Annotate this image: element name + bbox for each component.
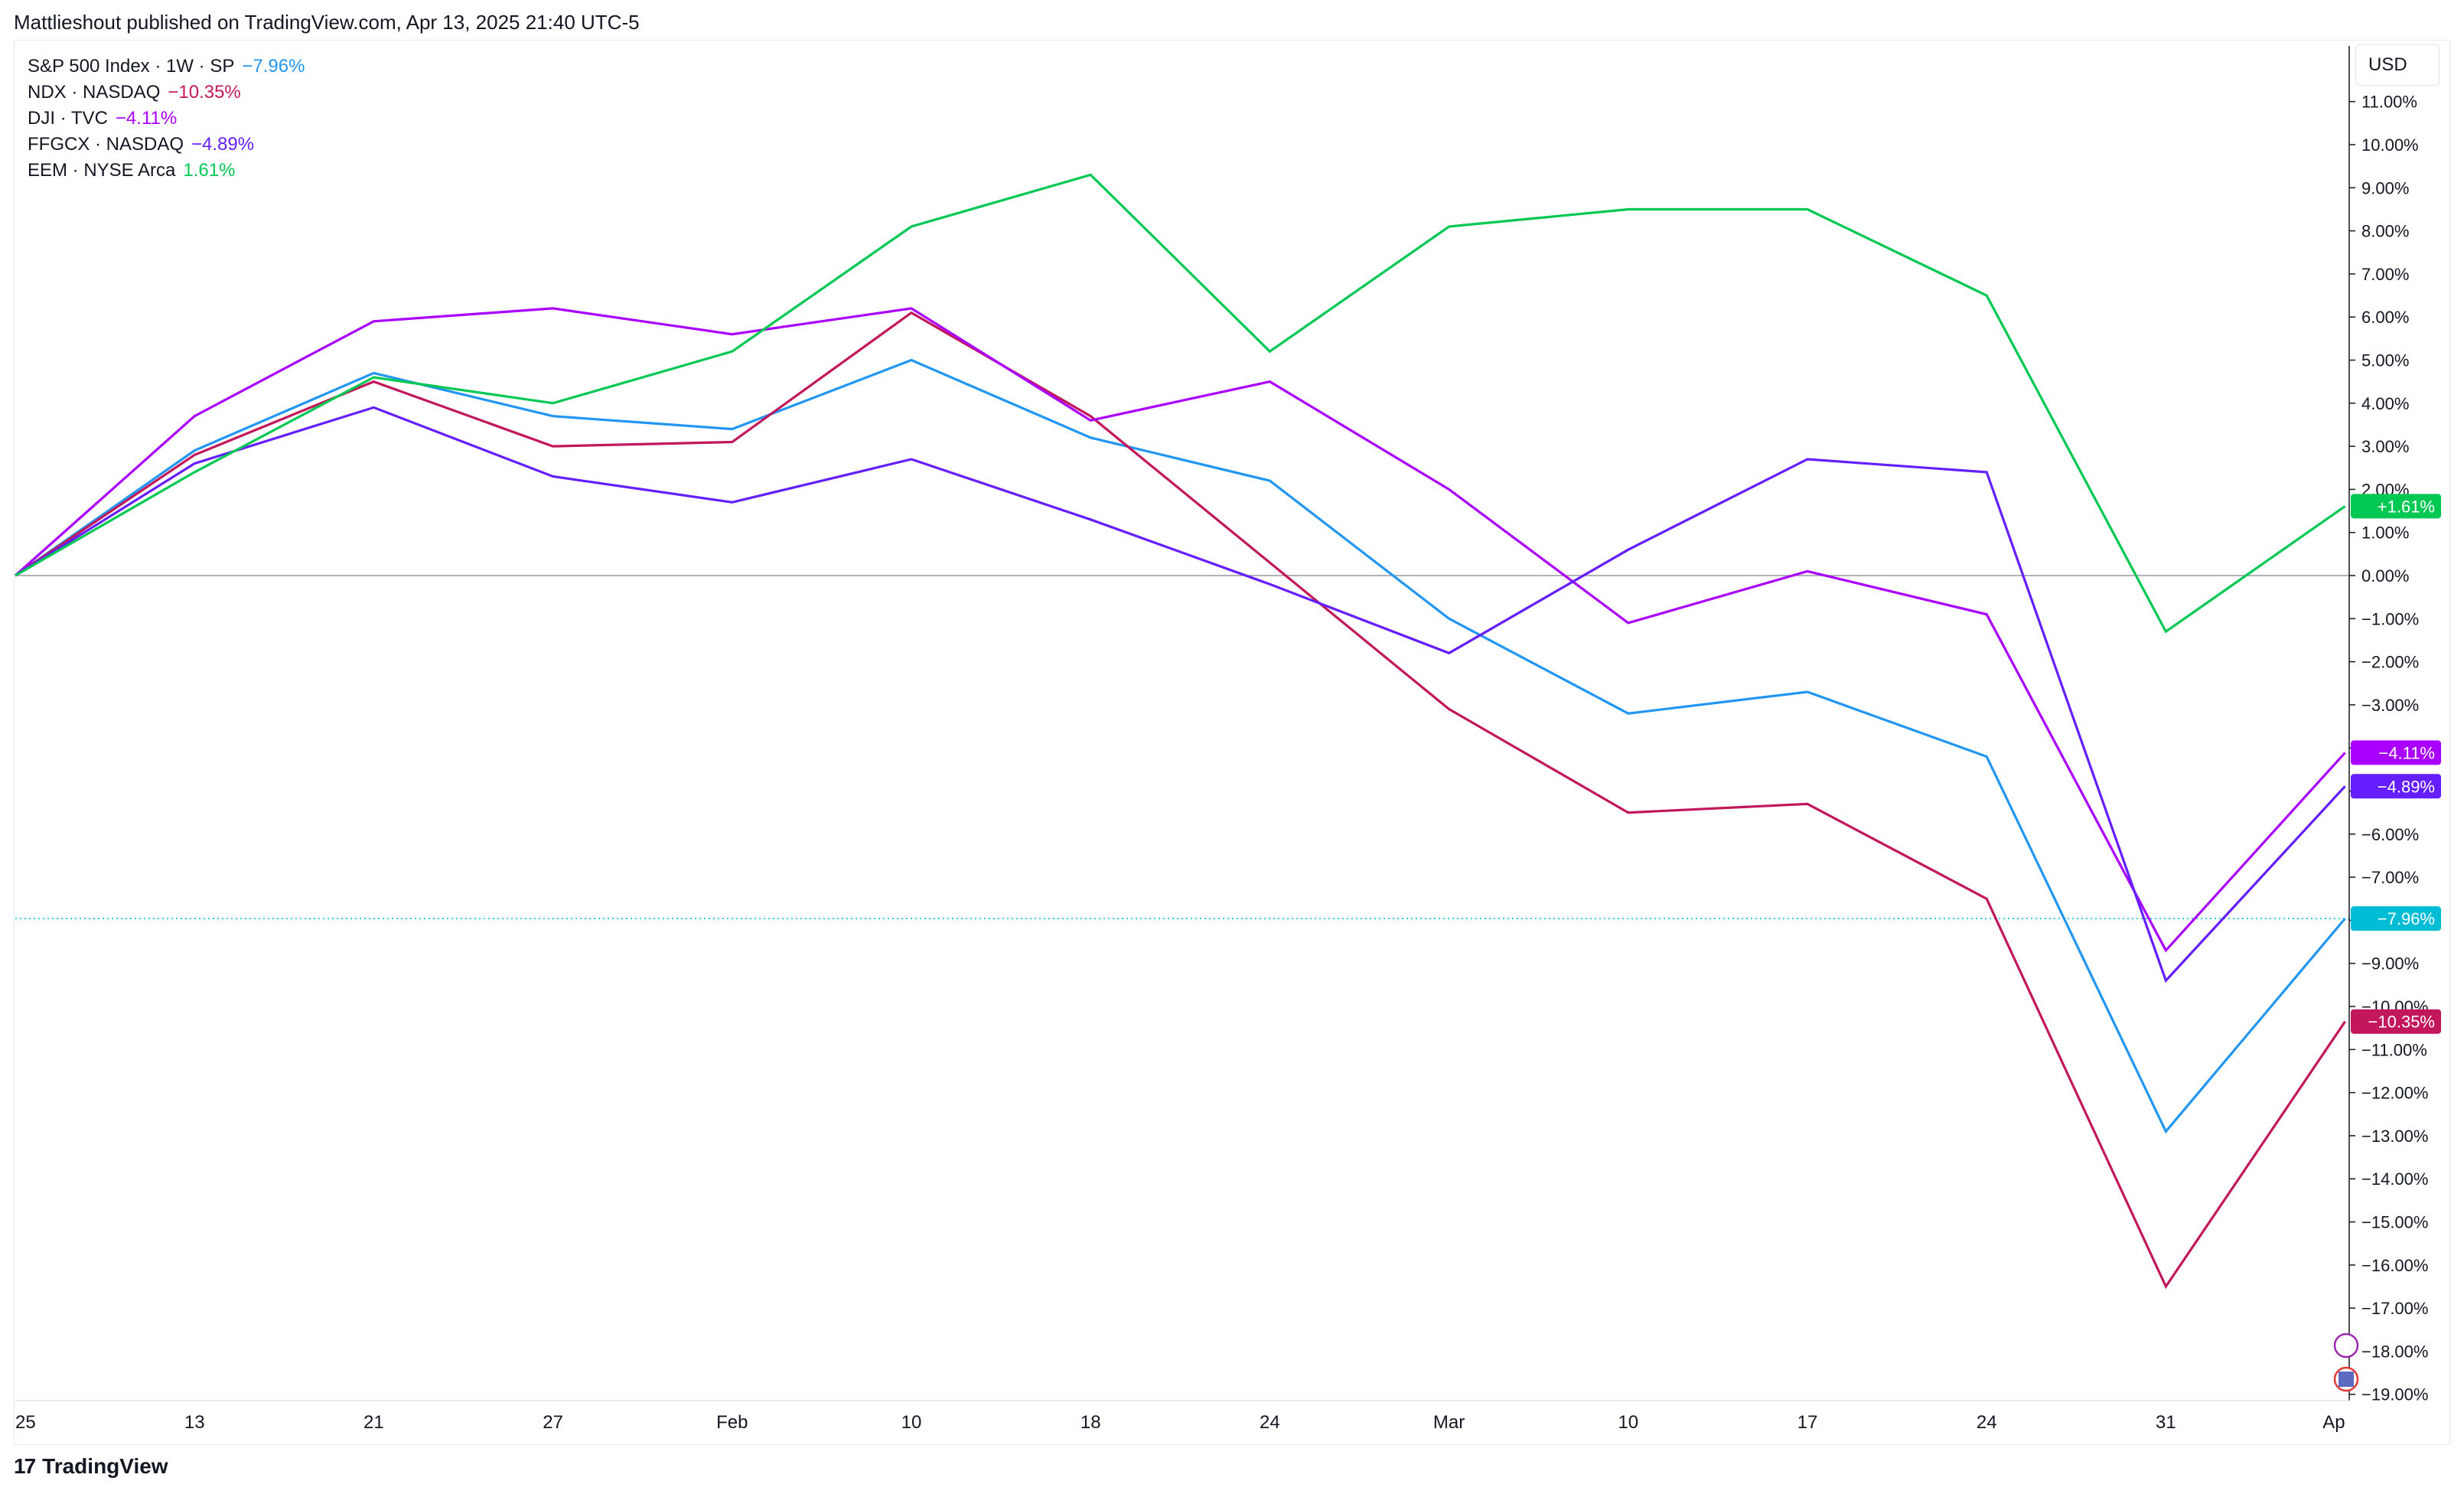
x-tick-label: Mar bbox=[1433, 1412, 1465, 1433]
y-tick-label: −13.00% bbox=[2361, 1127, 2428, 1146]
price-badge-bg bbox=[2351, 494, 2441, 519]
x-tick-label: 13 bbox=[184, 1412, 205, 1433]
legend-entry-sp500[interactable]: S&P 500 Index · 1W · SP −7.96% bbox=[28, 54, 305, 80]
price-badge-label: −7.96% bbox=[2378, 909, 2435, 928]
price-badge-dji: −4.11% bbox=[2351, 740, 2441, 765]
x-tick-label: 24 bbox=[1260, 1412, 1280, 1433]
x-tick-label: 27 bbox=[543, 1412, 563, 1433]
x-tick-label: 25 bbox=[15, 1412, 36, 1433]
legend-symbol-label: EEM · NYSE Arca bbox=[28, 160, 176, 181]
y-tick-label: 8.00% bbox=[2361, 222, 2409, 241]
y-tick-label: −12.00% bbox=[2361, 1084, 2428, 1103]
legend-symbol-label: DJI · TVC bbox=[28, 108, 108, 129]
price-badge-bg bbox=[2351, 740, 2441, 765]
y-tick-label: −3.00% bbox=[2361, 696, 2419, 715]
price-badge-eem: +1.61% bbox=[2351, 494, 2441, 519]
y-tick-label: 4.00% bbox=[2361, 394, 2409, 413]
y-tick-label: −2.00% bbox=[2361, 653, 2419, 672]
price-badge-bg bbox=[2351, 1009, 2441, 1034]
y-tick-label: 3.00% bbox=[2361, 437, 2409, 456]
x-tick-label: 10 bbox=[901, 1412, 922, 1433]
price-badge-bg bbox=[2351, 906, 2441, 931]
y-tick-label: 9.00% bbox=[2361, 178, 2409, 197]
y-tick-label: −9.00% bbox=[2361, 954, 2419, 974]
legend-symbol-label: NDX · NASDAQ bbox=[28, 82, 161, 103]
x-tick-label: 10 bbox=[1618, 1412, 1638, 1433]
currency-selector[interactable]: USD bbox=[2355, 44, 2440, 86]
series-line-ffgcx bbox=[15, 406, 2346, 983]
chart-frame bbox=[14, 40, 2450, 1445]
y-tick-label: −11.00% bbox=[2361, 1040, 2427, 1059]
price-badge-label: −4.11% bbox=[2378, 743, 2435, 762]
series-line-sp500 bbox=[15, 358, 2346, 1134]
y-tick-label: −15.00% bbox=[2361, 1213, 2428, 1232]
y-tick-label: 0.00% bbox=[2361, 566, 2409, 586]
y-tick-label: −6.00% bbox=[2361, 825, 2419, 844]
legend-entry-ndx[interactable]: NDX · NASDAQ −10.35% bbox=[28, 80, 305, 106]
legend-entry-dji[interactable]: DJI · TVC −4.11% bbox=[28, 106, 305, 132]
tradingview-logo: 17 TradingView bbox=[14, 1454, 168, 1479]
legend-change-value: −7.96% bbox=[242, 56, 305, 77]
legend-symbol-label: S&P 500 Index · 1W · SP bbox=[28, 56, 235, 77]
y-tick-label: −14.00% bbox=[2361, 1169, 2428, 1189]
legend-entry-eem[interactable]: EEM · NYSE Arca 1.61% bbox=[28, 158, 305, 184]
series-line-ndx bbox=[15, 311, 2346, 1290]
y-tick-label: −7.00% bbox=[2361, 868, 2419, 887]
x-tick-label: 17 bbox=[1797, 1412, 1818, 1433]
price-badge-ndx: −10.35% bbox=[2351, 1009, 2441, 1034]
x-tick-label: 21 bbox=[363, 1412, 384, 1433]
price-badge-label: −10.35% bbox=[2368, 1013, 2435, 1032]
y-tick-label: 11.00% bbox=[2361, 93, 2417, 112]
y-tick-label: 5.00% bbox=[2361, 351, 2409, 370]
legend-change-value: −10.35% bbox=[168, 82, 241, 103]
y-tick-label: 7.00% bbox=[2361, 265, 2409, 284]
legend-symbol-label: FFGCX · NASDAQ bbox=[28, 134, 184, 155]
legend-change-value: −4.11% bbox=[115, 108, 178, 129]
publish-header: Mattlieshout published on TradingView.co… bbox=[14, 11, 640, 34]
tradingview-logo-icon: 17 bbox=[14, 1454, 36, 1478]
legend-change-value: 1.61% bbox=[183, 160, 236, 181]
y-tick-label: −17.00% bbox=[2361, 1299, 2428, 1318]
tradingview-logo-text: TradingView bbox=[42, 1454, 168, 1478]
price-badge-ffgcx: −4.89% bbox=[2351, 774, 2441, 799]
x-tick-label: 31 bbox=[2156, 1412, 2176, 1433]
series-line-dji bbox=[14, 307, 2346, 953]
price-badge-label: +1.61% bbox=[2378, 497, 2435, 516]
y-tick-label: −1.00% bbox=[2361, 609, 2419, 628]
price-badge-label: −4.89% bbox=[2378, 777, 2435, 796]
price-badges: −7.96% −10.35% −4.11% −4.89% +1.61% bbox=[2333, 494, 2441, 1392]
x-tick-label: 18 bbox=[1080, 1412, 1101, 1433]
price-badge-sp500: −7.96% bbox=[2351, 906, 2441, 931]
y-tick-label: −16.00% bbox=[2361, 1256, 2428, 1275]
x-tick-label: 24 bbox=[1977, 1412, 1997, 1433]
earnings-event-icon bbox=[2333, 1333, 2359, 1359]
y-tick-label: 1.00% bbox=[2361, 524, 2409, 543]
time-axis: 25 13 21 27 Feb 10 18 24 Mar 10 17 24 31 Ap bbox=[15, 1400, 2349, 1433]
y-tick-label: 10.00% bbox=[2361, 135, 2419, 155]
grid-layer bbox=[15, 575, 2349, 919]
legend-change-value: −4.89% bbox=[191, 134, 255, 155]
legend-entry-ffgcx[interactable]: FFGCX · NASDAQ −4.89% bbox=[28, 132, 305, 158]
x-tick-label: Ap bbox=[2322, 1412, 2345, 1433]
price-axis: 11.00% 10.00% 9.00% 8.00% 7.00% 6.00% 5.00% 4.0… bbox=[2348, 46, 2428, 1404]
series-line-eem bbox=[15, 173, 2346, 634]
economic-event-flag bbox=[2339, 1372, 2354, 1387]
chart-legend: S&P 500 Index · 1W · SP −7.96% NDX · NASD… bbox=[28, 54, 305, 184]
price-badge-bg bbox=[2351, 774, 2441, 799]
y-tick-label: −18.00% bbox=[2361, 1342, 2428, 1361]
series-layer bbox=[14, 173, 2346, 1290]
x-tick-label: Feb bbox=[716, 1412, 748, 1433]
y-tick-label: −19.00% bbox=[2361, 1385, 2428, 1404]
y-tick-label: 6.00% bbox=[2361, 308, 2409, 327]
